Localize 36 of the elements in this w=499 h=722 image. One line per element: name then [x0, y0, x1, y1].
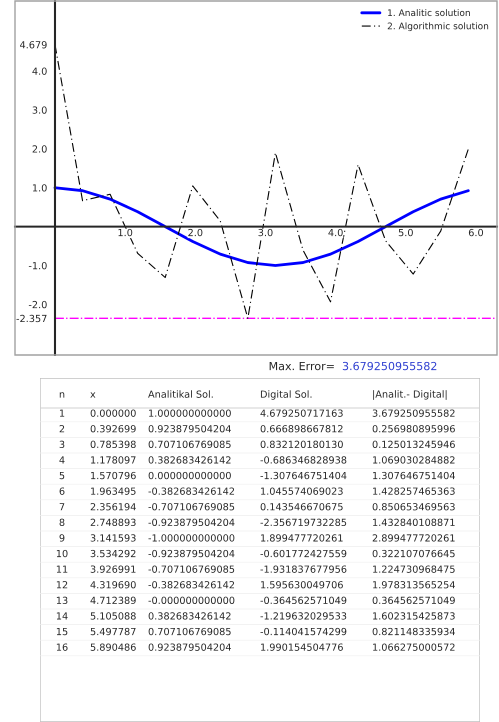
text: 10 3.534292 -0.923879504204 -0.601772427559 0.322107076645	[56, 550, 455, 558]
text: 11 3.926991 -0.707106769085 -1.931837677956 1.224730968475	[56, 565, 455, 573]
text: Max. Error=	[270, 362, 334, 370]
y-tick-label: -2.0	[28, 300, 47, 308]
text: 1 0.000000 1.000000000000 4.679250717163 3.679250955582	[60, 409, 455, 417]
y-tick-label: 3.0	[32, 106, 47, 114]
y-tick-label: -1.0	[28, 262, 47, 270]
x-tick-label: 6.0	[468, 228, 484, 236]
y-tick-label: 1.0	[32, 184, 47, 192]
legend-label: 2. Algorithmic solution	[388, 22, 488, 32]
x-tick-label: 2.0	[188, 228, 202, 236]
y-tick-label: 2.0	[32, 145, 47, 153]
text: 15 5.497787 0.707106769085 -0.114041574299 0.821148335934	[56, 628, 455, 636]
text: 14 5.105088 0.382683426142 -1.219632029533 1.602315425873	[56, 612, 455, 620]
text: 6 1.963495 -0.382683426142 1.045574069023 1.428257465363	[60, 487, 455, 495]
text: 16 5.890486 0.923879504204 1.990154504776 1.066275000572	[56, 643, 455, 651]
text: 4 1.178097 0.382683426142 -0.686346828938 1.069030284882	[59, 456, 455, 464]
x-tick-label: 3.0	[258, 228, 273, 236]
x-tick-label: 5.0	[398, 228, 413, 236]
text: 13 4.712389 -0.000000000000 -0.364562571049 0.364562571049	[56, 596, 455, 604]
text: 2 0.392699 0.923879504204 0.666898667812 0.256980895996	[60, 425, 455, 432]
y-tick-label: 4.0	[32, 68, 47, 75]
text: 3 0.785398 0.707106769085 0.832120180130 0.125013245946	[60, 440, 455, 448]
x-tick-label: 1.0	[118, 228, 132, 236]
text: 8 2.748893 -0.923879504204 -2.356719732285 1.432840108871	[60, 518, 455, 526]
x-tick-label: 4.0	[328, 228, 343, 236]
text: 12 4.319690 -0.382683426142 1.595630049706 1.978313565254	[56, 581, 455, 588]
line-series	[54, 186, 470, 267]
text: 3.679250955582	[342, 362, 436, 370]
y-tick-label: -2.357	[16, 314, 47, 322]
text: 9 3.141593 -1.000000000000 1.899477720261 2.899477720261	[60, 534, 455, 542]
legend-label: 1. Analitic solution	[388, 9, 470, 16]
text: 7 2.356194 -0.707106769085 0.143546670675 0.850653469563	[60, 503, 455, 510]
text: 5 1.570796 0.000000000000 -1.307646751404 1.307646751404	[60, 472, 455, 480]
y-tick-label: 4.679	[20, 41, 47, 48]
text: n x Analitikal Sol. Digital Sol. |Analit.- Digital|	[60, 390, 447, 400]
